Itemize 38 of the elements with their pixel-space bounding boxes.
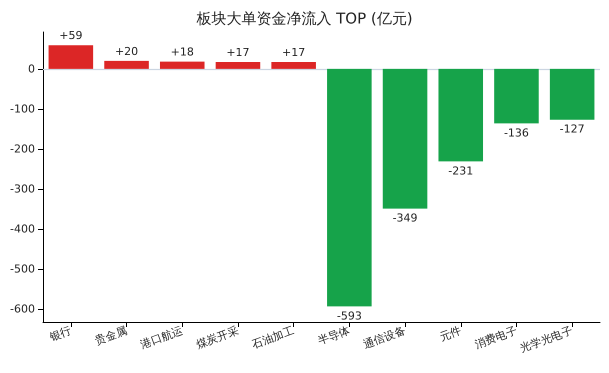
bar [327, 68, 372, 306]
x-tick-label: 港口航运 [138, 324, 184, 352]
data-label: +17 [282, 46, 306, 60]
bar [104, 60, 149, 69]
bar [494, 68, 539, 124]
data-label: -231 [448, 164, 474, 178]
x-tick-label: 元件 [438, 324, 463, 344]
x-tick-label: 半导体 [316, 324, 352, 348]
data-label: +20 [114, 44, 138, 58]
x-tick-label: 光学光电子 [518, 324, 574, 355]
y-tick-label: 0 [28, 62, 35, 76]
y-tick-label: -500 [10, 262, 35, 276]
x-tick-label: 消费电子 [472, 324, 519, 352]
bar [160, 62, 205, 69]
bar [216, 62, 260, 69]
bar [438, 68, 484, 162]
x-tick-label: 银行 [47, 324, 74, 344]
bar [271, 62, 316, 69]
x-tick-label: 煤炭开采 [194, 324, 240, 352]
data-label: -127 [560, 122, 585, 136]
bar [48, 45, 94, 69]
data-label: +59 [59, 29, 82, 42]
y-tick-label: -400 [10, 222, 35, 236]
x-tick-label: 贵金属 [93, 324, 129, 348]
y-tick-label: -200 [10, 142, 35, 156]
bar [382, 68, 428, 209]
data-label: +18 [170, 46, 194, 59]
data-label: -136 [504, 126, 529, 140]
bar [550, 68, 594, 120]
x-tick-label: 通信设备 [361, 324, 408, 352]
x-tick-label: 石油加工 [250, 324, 296, 352]
data-label: -593 [336, 309, 362, 322]
data-label: -349 [392, 212, 418, 225]
y-tick-label: -300 [10, 182, 35, 196]
chart-title: 板块大单资金净流入 TOP (亿元) [195, 10, 413, 28]
y-tick-label: -100 [10, 102, 35, 116]
data-label: +17 [226, 46, 250, 60]
y-tick-label: -600 [10, 302, 35, 316]
